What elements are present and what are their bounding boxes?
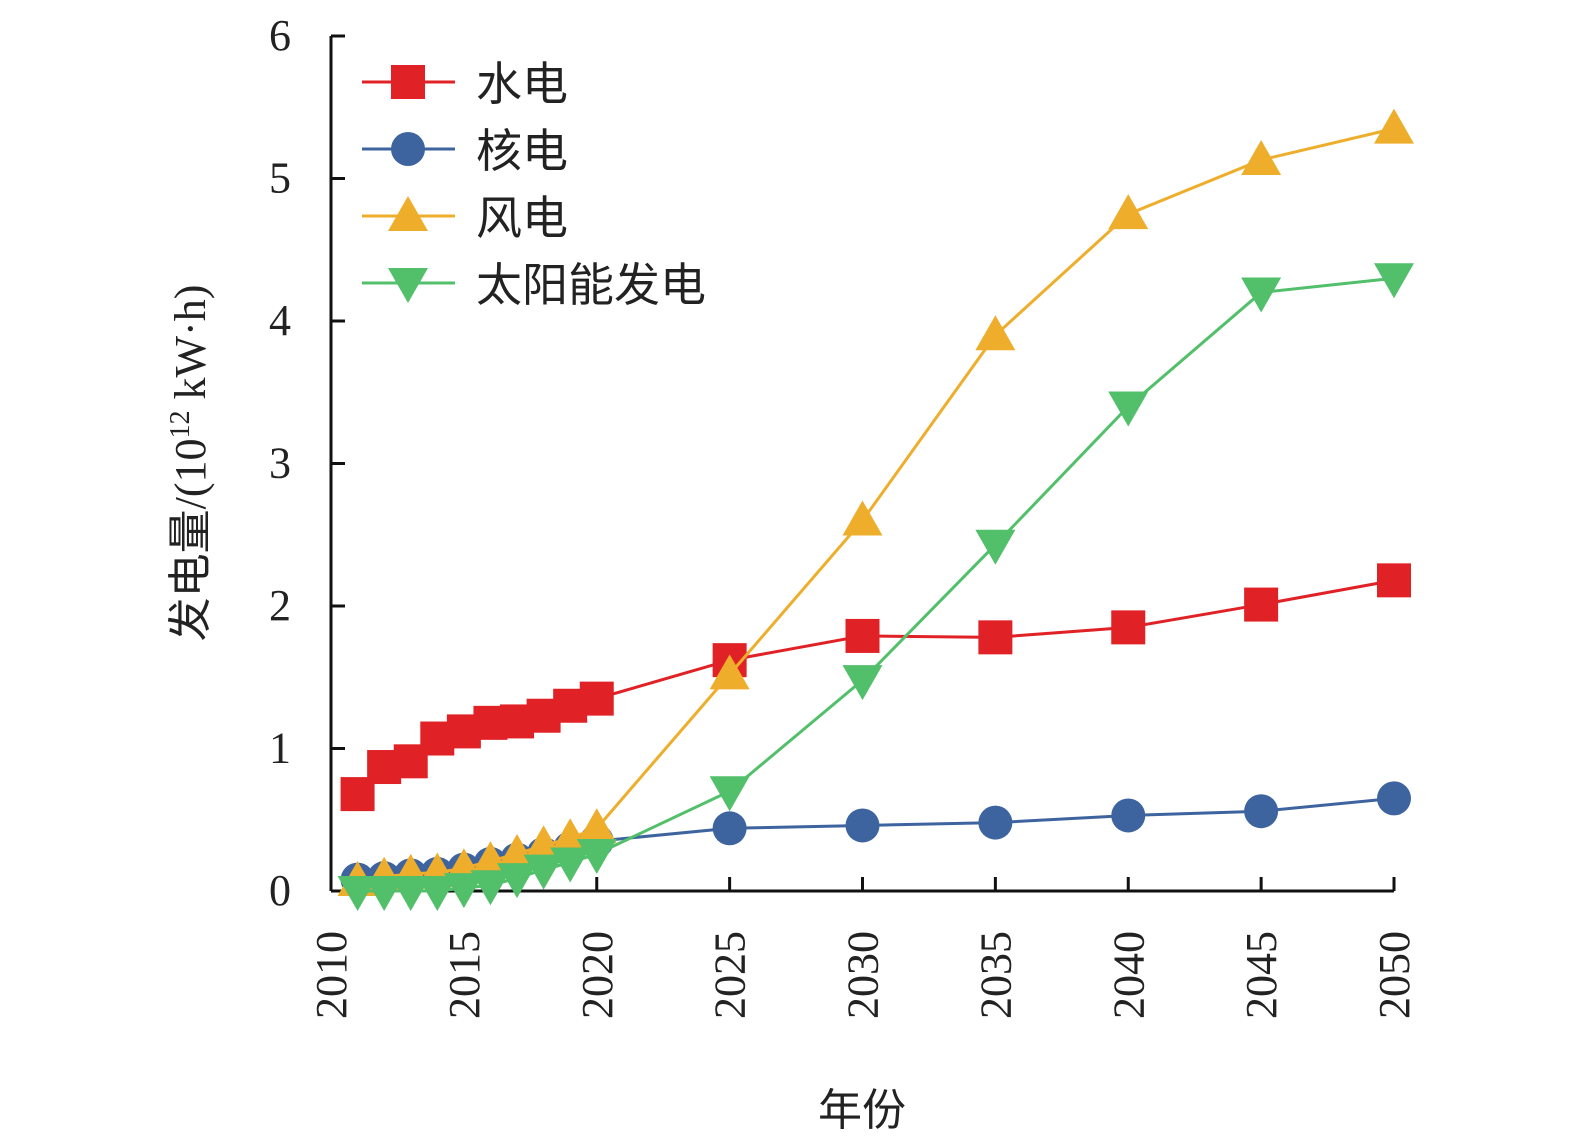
y-axis-label-main: 发电量/(10 bbox=[166, 438, 215, 641]
marker-triangle-down bbox=[364, 876, 405, 911]
marker-triangle-down bbox=[443, 873, 484, 909]
legend-item: 风电 bbox=[362, 193, 568, 244]
x-axis-label: 年份 bbox=[818, 1086, 906, 1135]
series-0 bbox=[340, 563, 1411, 812]
marker-circle bbox=[1244, 794, 1279, 829]
marker-triangle-down bbox=[390, 876, 431, 911]
axes: 0 1 2 3 4 5 6 2010 2015 2020 2025 2030 2035 2040 2045 2… bbox=[269, 11, 1419, 1019]
marker-square bbox=[1244, 587, 1279, 622]
marker-triangle-down bbox=[523, 854, 564, 890]
y-tick-label: 3 bbox=[269, 439, 291, 488]
marker-triangle-down bbox=[388, 268, 428, 303]
marker-square bbox=[978, 620, 1013, 655]
marker-triangle-up bbox=[975, 315, 1016, 351]
marker-triangle-down bbox=[497, 863, 538, 899]
series-line bbox=[356, 578, 1395, 796]
marker-triangle-down bbox=[417, 876, 458, 911]
legend-item: 核电 bbox=[362, 126, 568, 177]
y-tick-label: 4 bbox=[269, 296, 291, 345]
marker-triangle-down bbox=[576, 838, 617, 874]
marker-triangle-up bbox=[1108, 194, 1149, 230]
marker-triangle-down bbox=[709, 776, 750, 812]
marker-circle bbox=[845, 808, 880, 843]
y-tick-label: 5 bbox=[269, 154, 291, 203]
series-line bbox=[357, 276, 1395, 893]
y-axis-label: 发电量/(1012 kW·h) bbox=[165, 285, 215, 642]
marker-triangle-down bbox=[842, 665, 883, 701]
marker-circle bbox=[712, 811, 747, 846]
marker-triangle-up bbox=[1374, 108, 1414, 144]
series-3 bbox=[337, 263, 1414, 911]
legend-item: 太阳能发电 bbox=[362, 260, 706, 311]
marker-square bbox=[579, 681, 614, 716]
y-tick-label: 2 bbox=[269, 581, 291, 630]
y-tick-label: 1 bbox=[269, 724, 291, 773]
marker-triangle-down bbox=[470, 870, 511, 906]
marker-square bbox=[845, 618, 880, 653]
series-group bbox=[337, 108, 1414, 911]
x-tick-label: 2020 bbox=[573, 931, 622, 1019]
y-tick-label: 6 bbox=[269, 11, 291, 60]
marker-triangle-up bbox=[576, 808, 617, 844]
x-tick-label: 2015 bbox=[440, 931, 489, 1019]
y-tick-label: 0 bbox=[269, 866, 291, 915]
x-tick-label: 2045 bbox=[1237, 931, 1286, 1019]
legend-label: 风电 bbox=[476, 193, 568, 244]
x-tick-label: 2030 bbox=[839, 931, 888, 1019]
marker-circle bbox=[978, 805, 1013, 840]
marker-triangle-down bbox=[975, 529, 1016, 565]
marker-square bbox=[1111, 610, 1146, 645]
marker-circle bbox=[1377, 781, 1411, 816]
marker-triangle-up bbox=[709, 654, 750, 690]
marker-triangle-up bbox=[388, 196, 428, 231]
marker-triangle-down bbox=[1108, 391, 1149, 427]
x-tick-label: 2050 bbox=[1370, 931, 1419, 1019]
legend-label: 太阳能发电 bbox=[476, 260, 706, 311]
marker-triangle-up bbox=[842, 500, 883, 536]
marker-triangle-down bbox=[1241, 277, 1282, 313]
marker-triangle-down bbox=[550, 847, 591, 883]
legend-label: 核电 bbox=[476, 126, 568, 177]
legend-label: 水电 bbox=[476, 59, 568, 110]
marker-circle bbox=[391, 132, 425, 166]
marker-triangle-down bbox=[1374, 263, 1414, 299]
y-axis-label-sup: 12 bbox=[165, 410, 196, 438]
marker-triangle-up bbox=[1241, 139, 1282, 175]
marker-square bbox=[391, 65, 425, 99]
marker-square bbox=[1377, 563, 1411, 598]
marker-triangle-down bbox=[337, 876, 378, 911]
y-axis-label-unit: kW·h) bbox=[166, 285, 215, 411]
x-tick-label: 2040 bbox=[1104, 931, 1153, 1019]
marker-circle bbox=[1111, 798, 1146, 833]
x-tick-label: 2035 bbox=[971, 931, 1020, 1019]
legend-item: 水电 bbox=[362, 59, 568, 110]
x-tick-label: 2025 bbox=[706, 931, 755, 1019]
x-tick-label: 2010 bbox=[307, 931, 356, 1019]
